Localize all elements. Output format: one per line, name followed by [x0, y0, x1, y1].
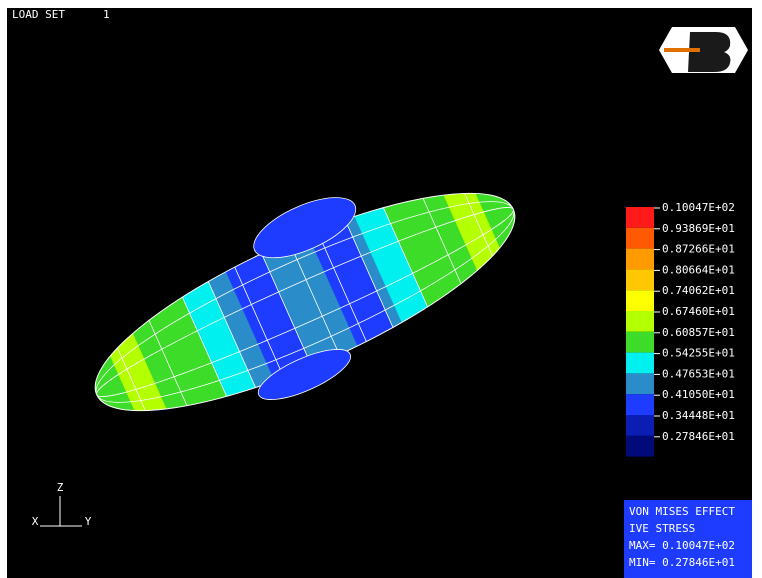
legend-swatch: [626, 394, 654, 415]
legend-swatch: [626, 415, 654, 436]
load-set-label: LOAD SET: [12, 8, 65, 21]
legend-label: 0.34448E+01: [662, 409, 735, 422]
legend-label: 0.87266E+01: [662, 243, 735, 256]
triad-x: X: [32, 515, 39, 528]
legend-label: 0.80664E+01: [662, 263, 735, 276]
legend-swatch: [626, 373, 654, 394]
legend-label: 0.10047E+02: [662, 201, 735, 214]
info-line: MIN= 0.27846E+01: [629, 556, 735, 569]
logo: [659, 27, 748, 73]
triad-z: Z: [57, 481, 64, 494]
info-line: IVE STRESS: [629, 522, 695, 535]
legend-label: 0.74062E+01: [662, 284, 735, 297]
legend-swatch: [626, 353, 654, 374]
legend-swatch: [626, 228, 654, 249]
legend-label: 0.27846E+01: [662, 430, 735, 443]
legend-swatch: [626, 207, 654, 228]
info-line: MAX= 0.10047E+02: [629, 539, 735, 552]
legend-swatch: [626, 249, 654, 270]
legend-label: 0.93869E+01: [662, 222, 735, 235]
legend-swatch: [626, 332, 654, 353]
legend-label: 0.41050E+01: [662, 388, 735, 401]
legend-swatch: [626, 290, 654, 311]
legend-label: 0.47653E+01: [662, 367, 735, 380]
legend-swatch: [626, 311, 654, 332]
load-set-number: 1: [103, 8, 110, 21]
legend-label: 0.60857E+01: [662, 326, 735, 339]
legend-label: 0.54255E+01: [662, 347, 735, 360]
legend-label: 0.67460E+01: [662, 305, 735, 318]
legend-swatch: [626, 269, 654, 290]
triad-y: Y: [85, 515, 92, 528]
screen: LOAD SET 1 Z X Y: [0, 0, 762, 578]
page: LOAD SET 1 Z X Y: [0, 0, 762, 578]
info-line: VON MISES EFFECT: [629, 505, 735, 518]
legend-swatch: [626, 436, 654, 457]
